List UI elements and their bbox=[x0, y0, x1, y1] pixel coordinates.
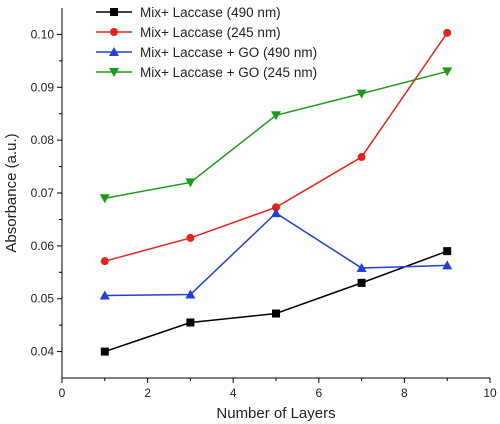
data-point bbox=[100, 347, 109, 356]
series-line bbox=[104, 250, 448, 353]
y-tick-label: 0.07 bbox=[31, 186, 55, 200]
legend-label: Mix+ Laccase (245 nm) bbox=[140, 25, 281, 40]
data-point bbox=[271, 111, 281, 121]
data-point bbox=[186, 318, 195, 327]
y-axis-title: Absorbance (a.u.) bbox=[3, 133, 20, 252]
x-axis-title: Number of Layers bbox=[216, 405, 335, 422]
y-tick-label: 0.09 bbox=[31, 80, 55, 94]
data-point bbox=[272, 309, 280, 318]
legend-label: Mix+ Laccase + GO (490 nm) bbox=[140, 45, 317, 60]
y-tick-label: 0.04 bbox=[31, 345, 55, 359]
data-point bbox=[442, 67, 453, 77]
data-point bbox=[272, 203, 280, 212]
series-4 bbox=[99, 67, 453, 204]
data-point bbox=[186, 233, 195, 242]
data-point bbox=[357, 278, 366, 287]
data-point bbox=[356, 263, 367, 273]
y-tick-label: 0.08 bbox=[31, 133, 55, 147]
legend-marker bbox=[109, 47, 119, 56]
data-point bbox=[443, 28, 452, 37]
legend: Mix+ Laccase (490 nm) Mix+ Laccase (245 n… bbox=[96, 5, 317, 80]
x-tick-label: 4 bbox=[230, 386, 237, 400]
series-2 bbox=[100, 28, 452, 266]
series-layer bbox=[99, 28, 453, 356]
legend-marker bbox=[109, 68, 119, 77]
data-point bbox=[357, 153, 366, 162]
x-tick-label: 2 bbox=[144, 386, 151, 400]
data-point bbox=[443, 247, 452, 256]
data-point bbox=[442, 260, 453, 270]
x-axis-ticks: 0 2 4 6 8 10 bbox=[59, 378, 497, 400]
legend-label: Mix+ Laccase (490 nm) bbox=[140, 5, 281, 20]
y-axis-ticks: 0.04 0.05 0.06 0.07 0.08 0.09 0.10 bbox=[31, 27, 62, 359]
series-line bbox=[104, 70, 448, 200]
series-3 bbox=[99, 208, 453, 300]
data-point bbox=[356, 89, 367, 99]
y-tick-label: 0.10 bbox=[31, 27, 55, 41]
data-point bbox=[271, 208, 281, 218]
data-point bbox=[100, 257, 109, 266]
x-tick-label: 10 bbox=[483, 386, 497, 400]
data-point bbox=[99, 290, 110, 300]
x-tick-label: 6 bbox=[315, 386, 322, 400]
legend-item: Mix+ Laccase (245 nm) bbox=[96, 25, 281, 40]
y-tick-label: 0.05 bbox=[31, 292, 55, 306]
legend-item: Mix+ Laccase + GO (490 nm) bbox=[96, 45, 317, 60]
legend-marker bbox=[110, 28, 118, 36]
x-tick-label: 8 bbox=[401, 386, 408, 400]
legend-marker bbox=[110, 8, 118, 16]
data-point bbox=[185, 289, 196, 299]
legend-label: Mix+ Laccase + GO (245 nm) bbox=[140, 65, 317, 80]
series-1 bbox=[100, 247, 452, 356]
legend-item: Mix+ Laccase + GO (245 nm) bbox=[96, 65, 317, 80]
data-point bbox=[99, 194, 110, 204]
legend-item: Mix+ Laccase (490 nm) bbox=[96, 5, 281, 20]
data-point bbox=[185, 178, 196, 188]
x-tick-label: 0 bbox=[59, 386, 66, 400]
series-line bbox=[104, 212, 448, 297]
y-tick-label: 0.06 bbox=[31, 239, 55, 253]
